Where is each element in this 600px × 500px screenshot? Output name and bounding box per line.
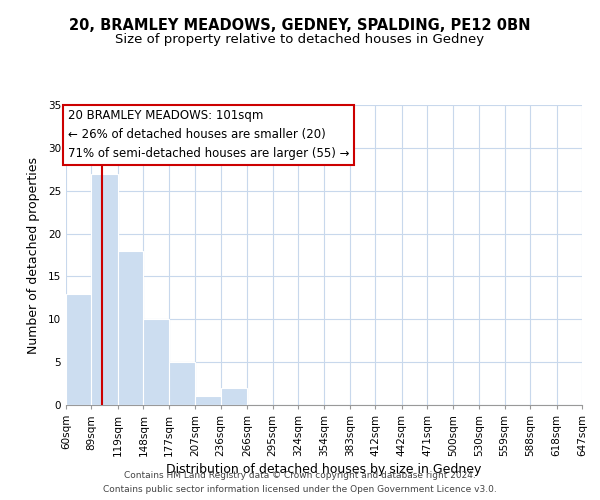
Bar	[66, 294, 91, 405]
Bar	[143, 320, 169, 405]
Bar	[221, 388, 247, 405]
Bar	[91, 174, 118, 405]
Text: Contains HM Land Registry data © Crown copyright and database right 2024.: Contains HM Land Registry data © Crown c…	[124, 472, 476, 480]
Text: Contains public sector information licensed under the Open Government Licence v3: Contains public sector information licen…	[103, 484, 497, 494]
X-axis label: Distribution of detached houses by size in Gedney: Distribution of detached houses by size …	[166, 463, 482, 476]
Text: 20, BRAMLEY MEADOWS, GEDNEY, SPALDING, PE12 0BN: 20, BRAMLEY MEADOWS, GEDNEY, SPALDING, P…	[69, 18, 531, 32]
Bar	[195, 396, 221, 405]
Text: 20 BRAMLEY MEADOWS: 101sqm
← 26% of detached houses are smaller (20)
71% of semi: 20 BRAMLEY MEADOWS: 101sqm ← 26% of deta…	[68, 110, 349, 160]
Y-axis label: Number of detached properties: Number of detached properties	[26, 156, 40, 354]
Bar	[118, 250, 143, 405]
Text: Size of property relative to detached houses in Gedney: Size of property relative to detached ho…	[115, 32, 485, 46]
Bar	[169, 362, 195, 405]
